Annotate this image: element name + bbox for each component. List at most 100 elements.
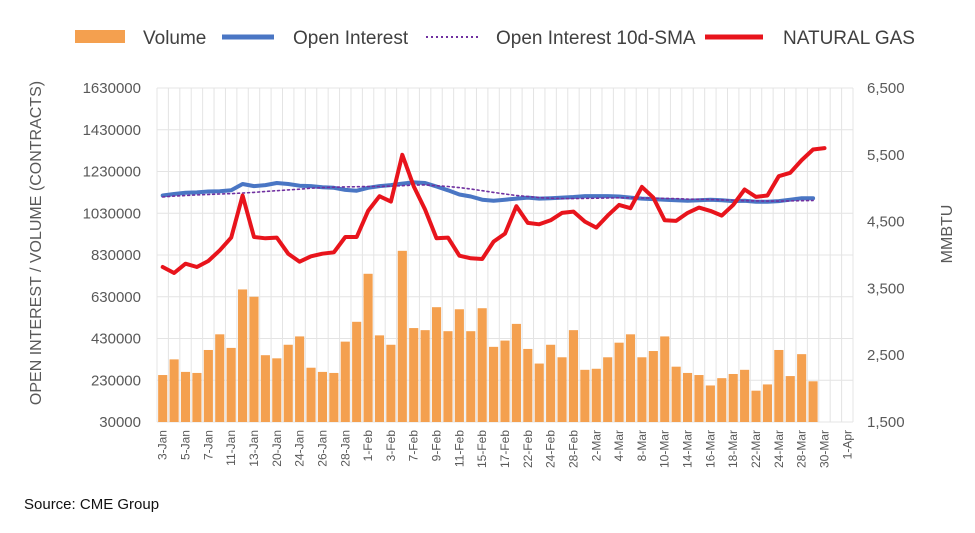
x-tick-label: 11-Feb — [452, 430, 466, 467]
gridlines — [156, 87, 854, 423]
volume-bar — [466, 331, 476, 422]
volume-bar — [443, 331, 453, 422]
volume-bar — [409, 328, 419, 422]
x-tick-label: 28-Feb — [567, 430, 581, 468]
volume-bar — [694, 375, 704, 422]
x-tick-label: 1-Feb — [361, 430, 375, 462]
x-tick-label: 24-Feb — [544, 430, 558, 468]
x-tick-label: 9-Feb — [430, 430, 444, 462]
left-tick-label: 830000 — [91, 247, 141, 264]
left-tick-label: 1430000 — [83, 122, 141, 139]
volume-bar — [203, 349, 213, 422]
volume-bar — [523, 348, 533, 422]
sma-series — [161, 184, 814, 202]
left-tick-label: 1630000 — [83, 80, 141, 97]
right-tick-label: 3,500 — [867, 280, 905, 297]
left-tick-label: 30000 — [99, 414, 141, 431]
x-tick-label: 26-Jan — [315, 430, 329, 467]
volume-bar — [591, 368, 601, 422]
volume-bar — [169, 359, 179, 422]
right-tick-label: 5,500 — [867, 147, 905, 164]
x-tick-label: 3-Feb — [384, 430, 398, 462]
left-tick-label: 430000 — [91, 331, 141, 348]
volume-bar — [808, 381, 818, 422]
x-tick-label: 4-Mar — [612, 430, 626, 461]
volume-bar — [705, 385, 715, 422]
volume-bar — [740, 369, 750, 422]
volume-bar — [260, 355, 270, 422]
x-tick-label: 1-Apr — [840, 430, 854, 459]
x-tick-label: 3-Jan — [156, 430, 170, 460]
volume-bar — [249, 296, 259, 422]
volume-bar — [374, 335, 385, 422]
legend-label-sma: Open Interest 10d-SMA — [496, 28, 696, 49]
volume-bar — [500, 340, 510, 422]
volume-bar — [420, 330, 430, 422]
x-tick-label: 8-Mar — [635, 430, 649, 461]
volume-bar — [728, 373, 738, 422]
x-tick-label: 30-Mar — [818, 430, 832, 468]
volume-bar — [192, 372, 202, 422]
x-tick-label: 17-Feb — [498, 430, 512, 468]
x-tick-label: 5-Jan — [179, 430, 193, 460]
x-tick-label: 10-Mar — [658, 430, 672, 468]
volume-bar — [180, 371, 191, 422]
right-tick-label: 1,500 — [867, 414, 905, 431]
x-tick-label: 18-Mar — [726, 430, 740, 468]
right-tick-label: 2,500 — [867, 347, 905, 364]
legend-swatch-volume — [75, 30, 125, 43]
x-tick-label: 24-Mar — [772, 430, 786, 468]
right-axis-title: MMBTU — [939, 205, 956, 264]
x-tick-label: 7-Feb — [407, 430, 421, 462]
left-tick-label: 230000 — [91, 372, 141, 389]
legend-label-open-interest: Open Interest — [293, 28, 409, 49]
volume-bar — [580, 369, 590, 422]
volume-bar — [215, 334, 225, 422]
volume-bar — [306, 367, 316, 422]
volume-bar — [717, 378, 727, 422]
volume-bar — [762, 384, 772, 422]
volume-bar — [158, 375, 168, 422]
volume-bar — [682, 372, 693, 422]
volume-bar — [546, 344, 556, 422]
x-axis-ticks: 3-Jan 5-Jan 7-Jan 11-Jan 13-Jan 20-Jan 24-Jan 2… — [156, 430, 855, 468]
volume-bar — [568, 330, 579, 422]
volume-bar — [603, 357, 613, 422]
left-tick-label: 1030000 — [83, 205, 141, 222]
left-tick-label: 630000 — [91, 289, 141, 306]
x-tick-label: 28-Jan — [338, 430, 352, 467]
volume-bar — [625, 334, 636, 422]
volume-bar — [363, 273, 373, 422]
x-tick-label: 11-Jan — [224, 430, 238, 466]
x-tick-label: 22-Mar — [749, 430, 763, 468]
left-tick-label: 1230000 — [83, 164, 141, 181]
volume-bar — [431, 307, 442, 422]
volume-bar — [477, 308, 487, 422]
x-tick-label: 13-Jan — [247, 430, 261, 467]
volume-bar — [774, 349, 784, 422]
left-axis-ticks: 1630000 1430000 1230000 1030000 830000 630000… — [83, 80, 141, 431]
volume-bar — [329, 372, 339, 422]
right-axis-ticks: 6,500 5,500 4,500 3,500 2,500 1,500 — [867, 80, 905, 431]
x-tick-label: 16-Mar — [703, 430, 717, 468]
volume-bars — [158, 250, 818, 422]
volume-bar — [283, 344, 293, 422]
volume-bar — [785, 376, 795, 422]
volume-bar — [295, 336, 305, 422]
volume-bar — [751, 390, 761, 422]
open-interest-series — [160, 180, 816, 204]
x-tick-label: 24-Jan — [293, 430, 307, 467]
volume-bar — [614, 342, 624, 422]
volume-bar — [386, 344, 396, 422]
volume-bar — [238, 289, 248, 422]
volume-bar — [660, 336, 670, 422]
x-tick-label: 14-Mar — [681, 430, 695, 468]
volume-bar — [637, 357, 647, 422]
legend-label-volume: Volume — [143, 28, 206, 49]
left-axis-title: OPEN INTEREST / VOLUME (CONTRACTS) — [28, 81, 45, 405]
legend-label-natural-gas: NATURAL GAS — [783, 28, 915, 49]
volume-bar — [397, 250, 407, 422]
natural-gas-line — [160, 146, 827, 275]
volume-bar — [340, 341, 350, 422]
